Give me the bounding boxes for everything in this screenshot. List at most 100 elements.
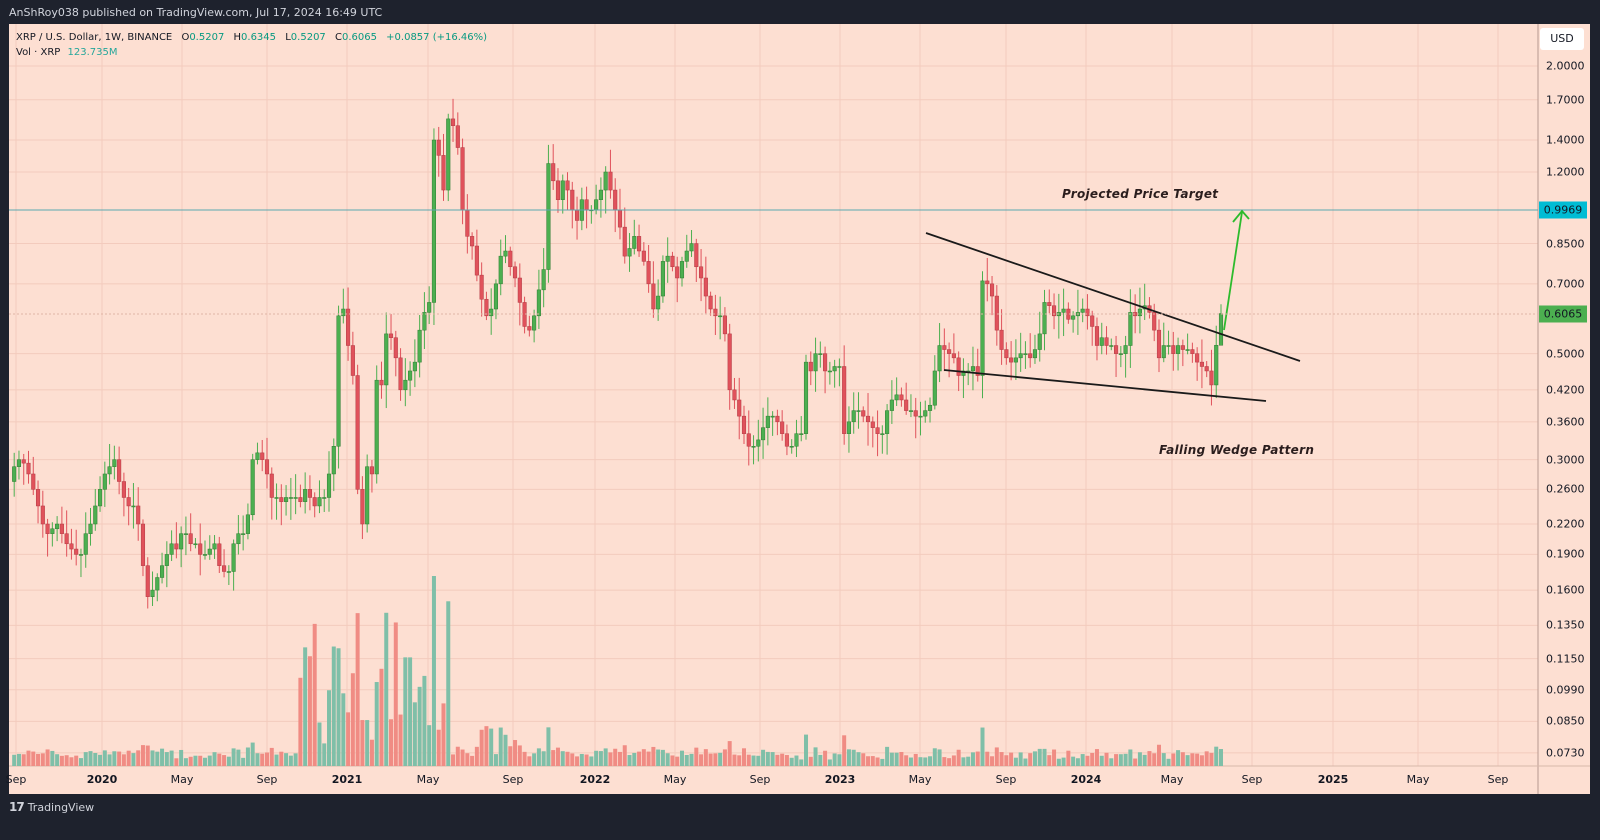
volume-row: Vol · XRP 123.735M [16,45,487,60]
volume-bar [74,755,79,766]
candle-body [140,523,146,566]
close-value: 0.6065 [341,32,377,43]
volume-bar [265,752,269,766]
candle-body [1204,366,1209,372]
volume-bar [1123,753,1128,766]
candle-body [961,370,966,376]
volume-bar [565,751,570,766]
candle-body [69,543,74,550]
candle-body [617,209,623,228]
volume-bar [40,753,45,766]
candle-body [689,243,694,252]
volume-bar [942,757,947,766]
candle-body [1009,357,1014,363]
time-tick: May [1160,773,1184,786]
projected-target-annotation[interactable]: Projected Price Target [1062,187,1219,201]
volume-bar [1161,753,1166,766]
candle-body [646,261,651,285]
candle-body [269,473,274,498]
volume-bar [999,752,1004,766]
candle-body [603,171,608,191]
volume-bar [1114,754,1119,766]
price-tick: 0.3600 [1546,415,1585,429]
candle-body [284,497,289,502]
candle-body [1195,353,1200,363]
candle-body [660,261,665,297]
symbol-label[interactable]: XRP / U.S. Dollar, 1W, BINANCE [16,32,173,43]
projection-arrow [1223,211,1243,331]
candle-body [1209,370,1214,386]
candle-body [703,277,708,297]
volume-bar [656,749,661,766]
volume-bar [1104,752,1109,766]
volume-bar [827,759,832,766]
candle-body [1128,312,1133,346]
candle-body [93,505,98,525]
volume-bar [732,754,737,766]
candle-body [460,147,465,211]
volume-bar [765,751,770,766]
candle-body [927,404,933,411]
volume-bar [222,755,227,766]
candle-body [279,497,284,502]
candle-body [498,255,503,285]
chart-panel[interactable] [9,24,1590,794]
volume-bar [1152,753,1157,766]
candle-body [1180,345,1185,350]
candle-body [651,283,656,310]
volume-bar [1032,751,1037,766]
volume-bar [699,754,704,766]
candle-body [503,250,508,257]
candle-body [794,433,799,447]
footer-brand[interactable]: 17 TradingView [9,800,94,814]
candle-body [207,548,212,555]
volume-bar [751,755,756,766]
currency-button[interactable]: USD [1540,28,1584,50]
last-price-tag: 0.6065 [1539,305,1587,323]
volume-bar [217,753,222,766]
volume-bar [560,751,565,766]
volume-bar [913,753,918,766]
volume-bar [241,757,246,766]
volume-label[interactable]: Vol · XRP [16,47,61,58]
candle-body [78,554,84,556]
volume-bar [384,612,389,766]
candle-body [622,226,627,257]
candle-body [479,274,484,300]
volume-bar [789,757,794,766]
volume-bar [722,749,727,766]
candle-body [1218,313,1224,346]
candle-body [656,295,661,310]
volume-bar [98,754,103,766]
candle-body [584,199,589,211]
candle-body [627,248,632,257]
arrow-head-icon [1232,209,1250,223]
candle-body [694,243,699,268]
price-tick: 0.8500 [1546,237,1585,251]
volume-bar [431,576,436,766]
candle-body [126,497,131,507]
volume-bar [622,745,627,766]
candle-body [684,250,689,262]
candle-body [26,462,31,475]
volume-bar [1209,752,1214,766]
volume-bar [994,747,999,766]
volume-bar [78,758,83,766]
candle-body [913,410,918,417]
volume-bar [837,754,842,766]
time-tick: 2023 [824,773,856,786]
volume-bar [403,657,408,766]
volume-bar [694,747,699,766]
price-tick: 2.0000 [1546,59,1585,73]
volume-bar [1099,755,1104,766]
time-tick: May [416,773,440,786]
candle-body [136,505,141,525]
candle-body [112,459,117,467]
volume-bar [1109,758,1114,766]
pattern-annotation[interactable]: Falling Wedge Pattern [1159,443,1315,457]
candle-body [293,497,298,499]
volume-bar [88,751,93,766]
volume-bar [555,747,560,766]
candle-body [1176,345,1181,354]
